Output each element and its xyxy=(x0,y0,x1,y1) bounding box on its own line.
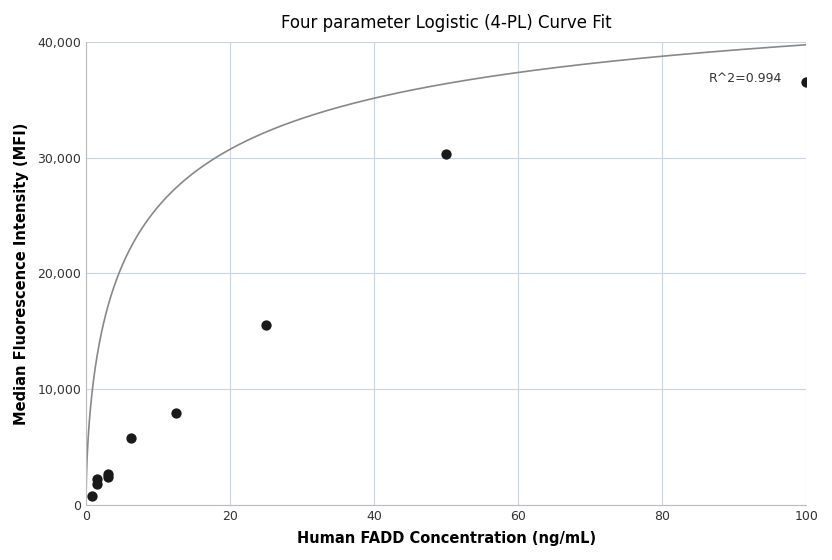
Point xyxy=(800,78,813,87)
Point xyxy=(260,321,273,330)
Point xyxy=(102,469,115,478)
X-axis label: Human FADD Concentration (ng/mL): Human FADD Concentration (ng/mL) xyxy=(296,531,596,546)
Text: R^2=0.994: R^2=0.994 xyxy=(709,72,782,85)
Point xyxy=(91,475,104,484)
Point xyxy=(439,150,453,158)
Title: Four parameter Logistic (4-PL) Curve Fit: Four parameter Logistic (4-PL) Curve Fit xyxy=(280,14,612,32)
Point xyxy=(91,479,104,488)
Point xyxy=(102,473,115,482)
Point xyxy=(85,491,98,500)
Y-axis label: Median Fluorescence Intensity (MFI): Median Fluorescence Intensity (MFI) xyxy=(14,122,29,424)
Point xyxy=(124,433,137,442)
Point xyxy=(170,409,183,418)
